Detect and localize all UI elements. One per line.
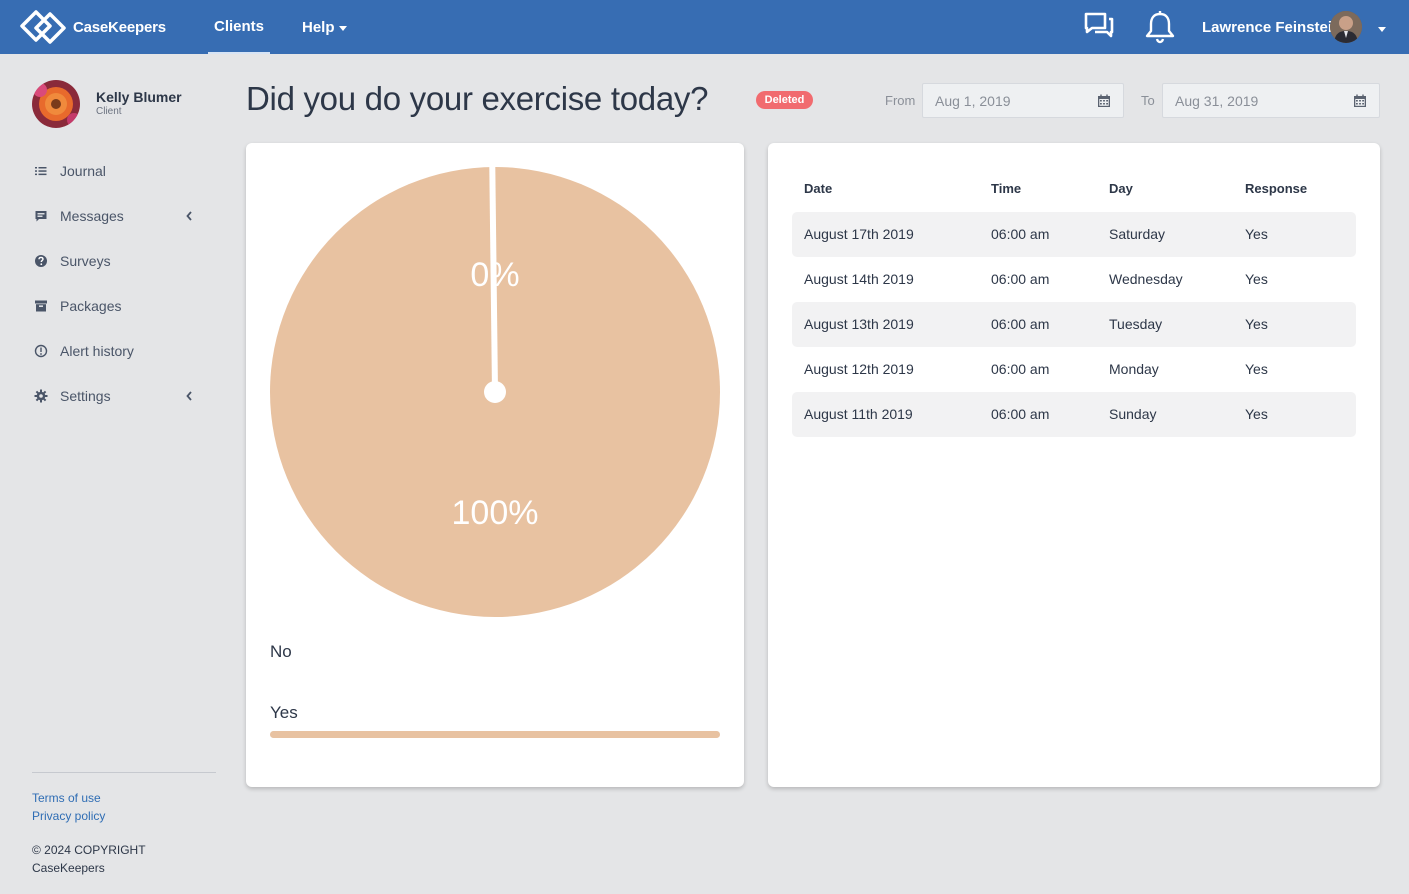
to-date-field[interactable]: Aug 31, 2019 — [1162, 83, 1380, 118]
cell-response: Yes — [1245, 226, 1268, 242]
cell-time: 06:00 am — [991, 406, 1050, 422]
cell-day: Tuesday — [1109, 316, 1163, 332]
cell-date: August 13th 2019 — [804, 316, 914, 332]
cell-response: Yes — [1245, 406, 1268, 422]
calendar-icon — [1354, 94, 1366, 107]
chevron-left-icon — [186, 211, 192, 221]
table-row: August 11th 2019 06:00 am Sunday Yes — [792, 392, 1356, 437]
response-pie-chart: 0% 100% — [270, 167, 720, 617]
sidebar-divider — [32, 772, 216, 773]
legend-bar-yes — [270, 731, 720, 738]
cell-response: Yes — [1245, 316, 1268, 332]
cell-day: Monday — [1109, 361, 1159, 377]
nav-help[interactable]: Help — [302, 0, 347, 54]
sidebar-item-messages[interactable]: Messages — [32, 204, 216, 228]
page-title: Did you do your exercise today? — [246, 80, 709, 117]
client-avatar — [32, 80, 80, 128]
column-header-day: Day — [1109, 181, 1133, 196]
responses-table-card: Date Time Day Response August 17th 2019 … — [768, 143, 1380, 787]
pie-center-dot — [484, 381, 506, 403]
client-role: Client — [96, 106, 122, 117]
cell-response: Yes — [1245, 361, 1268, 377]
sidebar-item-packages[interactable]: Packages — [32, 294, 216, 318]
column-header-date: Date — [804, 181, 833, 196]
gear-icon — [34, 389, 48, 403]
legend-bar-yes-fill — [270, 731, 720, 738]
legend-label-no: No — [270, 642, 292, 661]
sidebar-item-label: Alert history — [60, 343, 134, 359]
to-label: To — [1141, 93, 1155, 108]
status-badge: Deleted — [756, 91, 813, 109]
list-icon — [35, 167, 47, 176]
sidebar-item-label: Journal — [60, 163, 106, 179]
cell-time: 06:00 am — [991, 226, 1050, 242]
cell-response: Yes — [1245, 271, 1268, 287]
pie-slice-separator — [489, 167, 498, 393]
column-header-time: Time — [991, 181, 1022, 196]
from-label: From — [885, 93, 916, 108]
casekeepers-logo-icon — [20, 10, 66, 44]
pie-label-no: 0% — [470, 256, 519, 294]
cell-date: August 14th 2019 — [804, 271, 914, 287]
calendar-icon — [1098, 94, 1110, 107]
cell-time: 06:00 am — [991, 316, 1050, 332]
cell-date: August 17th 2019 — [804, 226, 914, 242]
sidebar-item-label: Messages — [60, 208, 124, 224]
sidebar-item-alert-history[interactable]: Alert history — [32, 339, 216, 363]
chat-icon[interactable] — [1083, 11, 1115, 43]
question-circle-icon — [35, 255, 47, 267]
table-row: August 12th 2019 06:00 am Monday Yes — [792, 347, 1356, 392]
archive-box-icon — [35, 300, 47, 312]
nav-help-label: Help — [302, 18, 335, 36]
user-avatar-image — [1330, 11, 1362, 43]
cell-time: 06:00 am — [991, 361, 1050, 377]
table-row: August 13th 2019 06:00 am Tuesday Yes — [792, 302, 1356, 347]
cell-day: Wednesday — [1109, 271, 1183, 287]
cell-date: August 11th 2019 — [804, 406, 913, 422]
table-row: August 14th 2019 06:00 am Wednesday Yes — [792, 257, 1356, 302]
copyright-company: CaseKeepers — [32, 861, 105, 875]
message-icon — [35, 211, 47, 222]
column-header-response: Response — [1245, 181, 1308, 196]
top-navbar: CaseKeepers Clients Help Lawrence Feinst… — [0, 0, 1409, 54]
from-date-field[interactable]: Aug 1, 2019 — [922, 83, 1124, 118]
sidebar-item-label: Surveys — [60, 253, 111, 269]
cell-day: Sunday — [1109, 406, 1157, 422]
user-name[interactable]: Lawrence Feinstein — [1202, 18, 1342, 36]
sidebar-item-journal[interactable]: Journal — [32, 159, 216, 183]
copyright-text: © 2024 COPYRIGHT — [32, 843, 146, 857]
legend-label-yes: Yes — [270, 703, 298, 722]
privacy-policy-link[interactable]: Privacy policy — [32, 809, 106, 823]
cell-time: 06:00 am — [991, 271, 1050, 287]
caret-down-icon — [338, 25, 347, 31]
bell-icon[interactable] — [1144, 10, 1176, 44]
nav-clients[interactable]: Clients — [208, 0, 270, 54]
client-name: Kelly Blumer — [96, 89, 182, 105]
user-menu-caret-icon[interactable] — [1378, 27, 1386, 32]
from-date-value: Aug 1, 2019 — [935, 92, 1011, 109]
table-row: August 17th 2019 06:00 am Saturday Yes — [792, 212, 1356, 257]
brand-name: CaseKeepers — [73, 18, 166, 36]
sidebar-item-label: Settings — [60, 388, 111, 404]
sidebar-item-label: Packages — [60, 298, 122, 314]
cell-day: Saturday — [1109, 226, 1166, 242]
info-circle-icon — [34, 344, 48, 358]
brand-link[interactable]: CaseKeepers — [20, 9, 166, 45]
sidebar-item-settings[interactable]: Settings — [32, 384, 216, 408]
client-avatar-image — [32, 80, 80, 128]
user-avatar[interactable] — [1330, 11, 1362, 43]
cell-date: August 12th 2019 — [804, 361, 914, 377]
pie-chart-card: 0% 100% No Yes — [246, 143, 744, 787]
pie-label-yes: 100% — [452, 494, 539, 532]
sidebar-item-surveys[interactable]: Surveys — [32, 249, 216, 273]
to-date-value: Aug 31, 2019 — [1175, 92, 1259, 109]
terms-of-use-link[interactable]: Terms of use — [32, 791, 101, 805]
chevron-left-icon — [186, 391, 192, 401]
